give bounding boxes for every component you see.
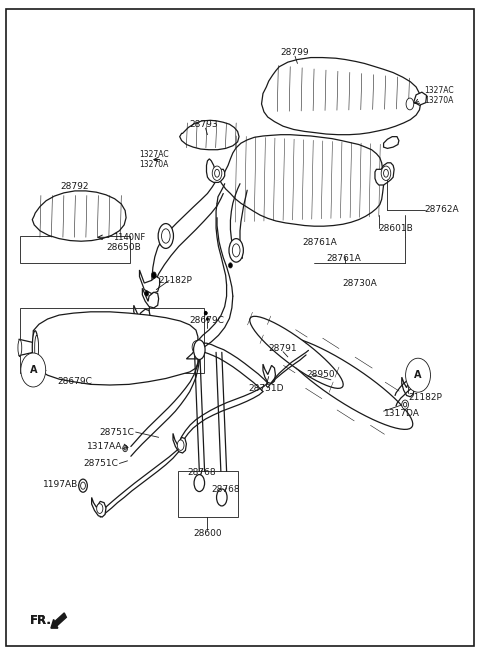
Ellipse shape <box>204 311 207 316</box>
Text: 28751C: 28751C <box>100 428 135 437</box>
Text: 1327AC
13270A: 1327AC 13270A <box>424 86 454 105</box>
Text: 28601B: 28601B <box>379 223 414 233</box>
Polygon shape <box>92 497 106 517</box>
Text: 28751C: 28751C <box>83 459 118 468</box>
Ellipse shape <box>216 489 227 506</box>
Text: 28600: 28600 <box>193 529 222 538</box>
Polygon shape <box>262 58 421 135</box>
Polygon shape <box>414 92 427 105</box>
Ellipse shape <box>81 482 85 489</box>
Ellipse shape <box>96 504 103 514</box>
Text: 21182P: 21182P <box>408 393 443 402</box>
Polygon shape <box>263 364 276 384</box>
Text: 28793: 28793 <box>190 121 218 130</box>
Text: 1317DA: 1317DA <box>384 409 420 419</box>
Ellipse shape <box>152 272 156 278</box>
Polygon shape <box>173 434 186 453</box>
Ellipse shape <box>402 400 408 409</box>
Ellipse shape <box>406 98 414 110</box>
Polygon shape <box>375 163 394 185</box>
Polygon shape <box>33 312 198 385</box>
Ellipse shape <box>232 244 240 257</box>
Text: FR.: FR. <box>29 614 51 627</box>
Text: A: A <box>29 365 37 375</box>
Polygon shape <box>206 159 225 182</box>
Ellipse shape <box>145 291 149 296</box>
Text: 28792: 28792 <box>60 183 89 191</box>
Text: 28679C: 28679C <box>189 316 224 326</box>
Polygon shape <box>140 270 159 293</box>
Text: 1140NF: 1140NF <box>113 233 145 242</box>
Polygon shape <box>143 288 158 308</box>
Text: 1327AC
13270A: 1327AC 13270A <box>140 150 169 169</box>
Ellipse shape <box>124 447 126 450</box>
Bar <box>20 236 130 263</box>
Text: 28799: 28799 <box>281 48 309 58</box>
Ellipse shape <box>158 223 173 248</box>
Polygon shape <box>180 121 239 150</box>
Ellipse shape <box>18 339 22 356</box>
Ellipse shape <box>381 166 391 180</box>
Ellipse shape <box>215 170 219 177</box>
Text: A: A <box>414 370 422 380</box>
Text: 1197AB: 1197AB <box>43 480 78 489</box>
Polygon shape <box>134 305 150 325</box>
Text: 28650B: 28650B <box>106 243 141 252</box>
Text: 28950: 28950 <box>306 370 335 379</box>
Text: 28768: 28768 <box>187 468 216 477</box>
Ellipse shape <box>384 170 388 177</box>
Text: FR.: FR. <box>30 614 52 627</box>
Text: 28762A: 28762A <box>424 206 459 214</box>
Ellipse shape <box>228 263 232 268</box>
Ellipse shape <box>404 402 407 407</box>
Polygon shape <box>250 316 343 388</box>
Circle shape <box>21 353 46 387</box>
Ellipse shape <box>177 440 184 451</box>
Ellipse shape <box>161 229 170 243</box>
Ellipse shape <box>193 340 205 360</box>
Bar <box>178 472 238 517</box>
Text: 28768: 28768 <box>211 485 240 494</box>
Ellipse shape <box>194 344 199 350</box>
Ellipse shape <box>206 317 209 321</box>
Text: 28751D: 28751D <box>249 384 284 393</box>
Polygon shape <box>216 135 384 226</box>
Polygon shape <box>278 337 413 430</box>
Bar <box>20 308 204 373</box>
Text: 28761A: 28761A <box>302 238 337 247</box>
Text: 28791: 28791 <box>269 344 298 353</box>
Ellipse shape <box>194 475 204 491</box>
Text: 28761A: 28761A <box>326 254 361 263</box>
Text: 21182P: 21182P <box>158 276 192 285</box>
Polygon shape <box>32 191 126 241</box>
Ellipse shape <box>205 312 208 315</box>
Circle shape <box>406 358 431 392</box>
Ellipse shape <box>35 335 38 360</box>
Ellipse shape <box>212 166 222 180</box>
Text: 1317AA: 1317AA <box>87 442 123 451</box>
Text: 28730A: 28730A <box>342 278 377 288</box>
Ellipse shape <box>192 341 202 354</box>
Ellipse shape <box>229 238 243 262</box>
Ellipse shape <box>32 331 38 365</box>
FancyArrow shape <box>51 613 66 628</box>
Ellipse shape <box>123 445 128 452</box>
Text: 28679C: 28679C <box>58 377 92 386</box>
Ellipse shape <box>79 479 87 492</box>
Polygon shape <box>384 137 399 149</box>
Polygon shape <box>402 377 414 397</box>
